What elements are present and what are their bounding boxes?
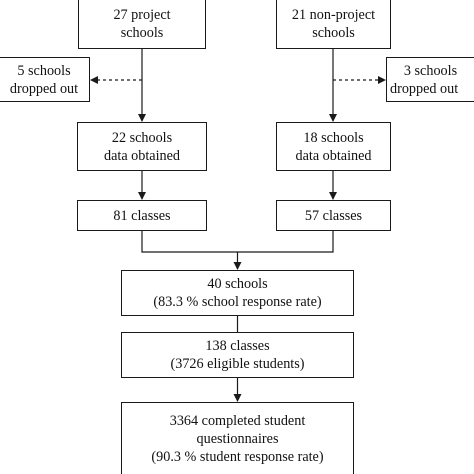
project-schools-box: 27 project schools [78,0,206,49]
project-obtained-box: 22 schools data obtained [77,122,207,171]
nonproject-classes-line-1: 57 classes [304,207,363,224]
combined-schools-line-1: 40 schools [207,276,268,292]
nonproject-schools-line-2: schools [312,24,355,41]
nonproject-obtained-line-2: data obtained [295,147,372,164]
nonproject-dropped-box: 3 schools dropped out [386,57,474,102]
questionnaires-box: 3364 completed student questionnaires (9… [121,402,354,474]
questionnaires-line-2: questionnaires [196,430,279,447]
project-dropped-box: 5 schools dropped out [0,57,90,102]
combined-schools-box: 40 schools (83.3 % school response rate) [121,270,354,316]
nonproject-dropped-line-1: 3 schools [403,62,458,79]
nonproject-schools-box: 21 non-project schools [276,0,391,49]
project-dropped-line-1: 5 schools [17,62,71,79]
nonproject-obtained-line-1: 18 schools [303,129,364,146]
merge-connector [141,231,334,253]
nonproject-schools-line-1: 21 non-project [291,6,376,23]
questionnaires-line-1: 3364 completed student [169,412,306,429]
project-classes-line-1: 81 classes [113,207,171,224]
questionnaires-line-3: (90.3 % student response rate) [151,448,324,465]
project-dropped-line-2: dropped out [9,80,79,97]
project-obtained-line-1: 22 schools [111,129,173,146]
combined-classes-line-1: 138 classes [205,338,270,354]
nonproject-dropped-line-2: dropped out [390,80,459,97]
project-obtained-line-2: data obtained [103,147,181,164]
project-schools-line-1: 27 project [113,6,171,23]
nonproject-classes-box: 57 classes [276,200,391,231]
nonproject-obtained-box: 18 schools data obtained [276,122,391,171]
project-classes-box: 81 classes [77,200,207,231]
combined-classes-line-2: (3726 eligible students) [170,356,305,372]
combined-classes-box: 138 classes (3726 eligible students) [121,332,354,378]
combined-schools-line-2: (83.3 % school response rate) [153,294,322,310]
project-schools-line-2: schools [120,24,164,41]
